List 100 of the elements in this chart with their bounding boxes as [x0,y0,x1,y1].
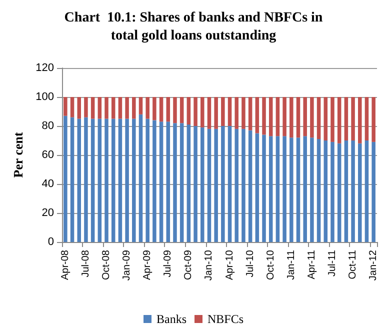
bar [104,118,108,242]
bar [255,133,260,242]
bar [132,97,136,119]
x-tick-label: Jan-11 [286,250,297,280]
bar [310,138,314,242]
x-tick-label: Oct-11 [348,250,359,280]
bar [242,97,246,129]
bar [159,122,164,242]
bar [268,136,273,242]
chart-title: Chart 10.1: Shares of banks and NBFCs in total gold loans outstanding [64,10,323,44]
bar [344,140,348,242]
y-tick-label: 20 [42,207,54,219]
bar [248,130,252,242]
bar [70,97,74,118]
bar [364,97,369,140]
bar [111,118,116,242]
bar [282,136,286,242]
x-tick-label: Jul-11 [326,250,338,276]
x-tick-label: Jan-09 [122,250,133,281]
bar [296,97,300,138]
bar [118,97,122,119]
bar [194,97,198,126]
x-tick-label: Apr-08 [60,250,71,280]
bar [125,118,129,242]
bar [84,97,88,118]
bar [324,97,328,140]
bar [262,134,266,242]
bar [228,97,232,126]
bar [180,123,184,242]
bar [337,97,342,144]
bar [118,118,122,242]
bar [90,97,95,119]
y-axis-title: Per cent [10,132,26,178]
y-tick-label: 80 [42,120,54,132]
bar [146,118,150,242]
bar [248,97,252,130]
bar [180,97,184,124]
bar [310,97,314,138]
x-tick-label: Oct-09 [183,250,194,280]
x-tick-label: Apr-10 [224,250,236,280]
bar [98,97,102,119]
bar [90,118,95,242]
bar [330,97,334,142]
bar [221,126,225,242]
x-tick-label: Jul-08 [80,250,92,278]
bar [330,142,334,242]
bar [372,142,376,242]
bar [111,97,116,119]
bar [186,124,191,242]
bar [358,143,362,242]
bar [98,118,102,242]
bar [70,117,74,242]
y-tick-label: 100 [36,91,54,103]
legend-label: Banks [156,312,187,326]
legend-label: NBFCs [207,312,244,326]
bar [268,97,273,136]
bar [159,97,164,122]
bar [214,97,218,129]
bar [207,128,212,242]
bar [173,123,177,242]
bar [344,97,348,140]
bar [173,97,177,124]
bar [138,97,143,114]
bar [337,143,342,242]
bar [351,97,355,140]
y-tick-label: 120 [36,62,54,74]
x-tick-label: Jan-12 [368,250,380,281]
x-tick-label: Jan-10 [204,250,215,281]
bar [358,97,362,144]
bar [77,118,82,242]
bar [276,136,280,242]
bar [303,97,307,136]
bar [276,97,280,136]
bar [125,97,129,119]
bar [364,140,369,242]
x-tick-label: Oct-08 [101,250,112,280]
bar [221,97,225,126]
y-tick-label: 60 [42,149,54,161]
x-tick-label: Oct-10 [265,250,276,280]
bar [214,128,218,242]
bar [84,117,88,242]
bar [290,97,294,138]
bar [152,97,156,120]
bar [166,122,170,242]
bar [282,97,286,136]
bar [255,97,260,134]
x-tick-label: Jul-10 [244,250,256,278]
bar [234,97,239,129]
bar [372,97,376,142]
bar [228,126,232,242]
bar [296,138,300,242]
x-tick-label: Apr-09 [142,250,154,280]
y-tick-label: 0 [48,236,54,248]
bar [64,116,68,242]
bar [194,126,198,242]
bar [242,128,246,242]
bar [77,97,82,119]
bar [186,97,191,125]
bar [316,97,321,140]
bar [104,97,108,119]
